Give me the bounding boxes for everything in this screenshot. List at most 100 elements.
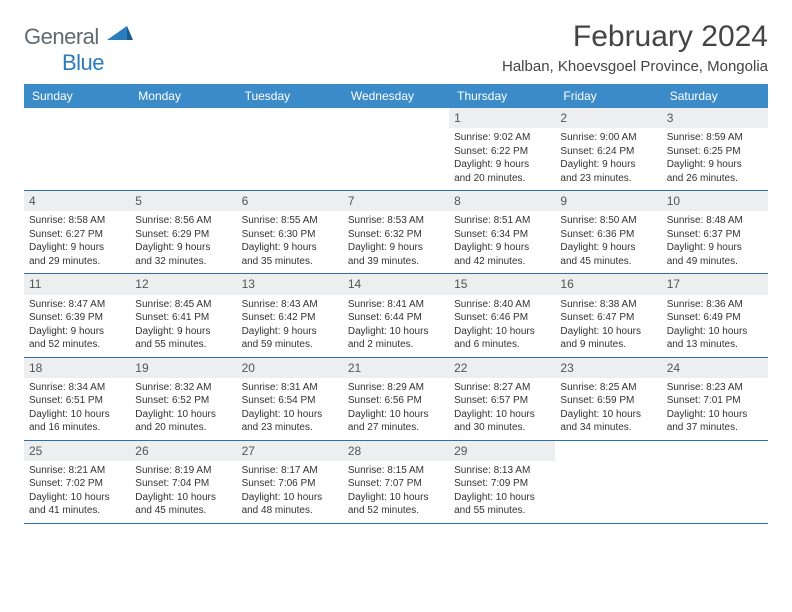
day-info-line: Sunset: 6:24 PM	[560, 145, 656, 159]
day-info: Sunrise: 8:19 AMSunset: 7:04 PMDaylight:…	[135, 464, 231, 518]
day-info-line: Sunset: 6:36 PM	[560, 228, 656, 242]
day-info-line: Daylight: 9 hours	[560, 158, 656, 172]
day-cell: 25 Sunrise: 8:21 AMSunset: 7:02 PMDayligh…	[24, 441, 130, 523]
day-cell: 9Sunrise: 8:50 AMSunset: 6:36 PMDaylight…	[555, 191, 661, 273]
day-info-line: and 2 minutes.	[348, 338, 444, 352]
day-info-line: Sunrise: 8:45 AM	[135, 298, 231, 312]
day-number: 10	[667, 193, 763, 209]
day-info-line: Sunset: 6:47 PM	[560, 311, 656, 325]
day-cell: 17Sunrise: 8:36 AMSunset: 6:49 PMDayligh…	[662, 274, 768, 356]
day-info-line: Sunset: 6:25 PM	[667, 145, 763, 159]
day-info-line: Sunrise: 8:41 AM	[348, 298, 444, 312]
day-cell: 14 Sunrise: 8:41 AMSunset: 6:44 PMDayligh…	[343, 274, 449, 356]
day-info-line: and 35 minutes.	[242, 255, 338, 269]
day-info-line: Daylight: 9 hours	[29, 325, 125, 339]
week-row: 4Sunrise: 8:58 AMSunset: 6:27 PMDaylight…	[24, 191, 768, 274]
day-info-line: Daylight: 9 hours	[242, 241, 338, 255]
day-info: Sunrise: 8:47 AMSunset: 6:39 PMDaylight:…	[29, 298, 125, 352]
day-cell: 29Sunrise: 8:13 AMSunset: 7:09 PMDayligh…	[449, 441, 555, 523]
day-info: Sunrise: 8:25 AMSunset: 6:59 PMDaylight:…	[560, 381, 656, 435]
day-info-line: Sunrise: 8:43 AM	[242, 298, 338, 312]
day-number: 19	[135, 360, 231, 376]
day-info-line: Sunrise: 8:51 AM	[454, 214, 550, 228]
day-info: Sunrise: 8:31 AMSunset: 6:54 PMDaylight:…	[242, 381, 338, 435]
day-info-line: Daylight: 10 hours	[29, 491, 125, 505]
day-info-line: Sunset: 6:59 PM	[560, 394, 656, 408]
week-row: 1 Sunrise: 9:02 AMSunset: 6:22 PMDaylight…	[24, 108, 768, 191]
day-cell: 27Sunrise: 8:17 AMSunset: 7:06 PMDayligh…	[237, 441, 343, 523]
day-info-line: and 32 minutes.	[135, 255, 231, 269]
day-info-line: and 23 minutes.	[560, 172, 656, 186]
day-info: Sunrise: 8:27 AMSunset: 6:57 PMDaylight:…	[454, 381, 550, 435]
day-info: Sunrise: 9:02 AMSunset: 6:22 PMDaylight:…	[454, 131, 550, 185]
week-row: 25 Sunrise: 8:21 AMSunset: 7:02 PMDayligh…	[24, 441, 768, 524]
day-cell: 2 Sunrise: 9:00 AMSunset: 6:24 PMDaylight…	[555, 108, 661, 190]
day-info-line: Daylight: 9 hours	[454, 241, 550, 255]
day-info-line: Sunrise: 8:53 AM	[348, 214, 444, 228]
day-cell: 5Sunrise: 8:56 AMSunset: 6:29 PMDaylight…	[130, 191, 236, 273]
day-header: Sunday	[24, 84, 130, 108]
day-info-line: Sunset: 7:07 PM	[348, 477, 444, 491]
day-info-line: and 30 minutes.	[454, 421, 550, 435]
day-info-line: and 55 minutes.	[454, 504, 550, 518]
day-info-line: Daylight: 9 hours	[454, 158, 550, 172]
day-cell	[662, 441, 768, 523]
day-number: 8	[454, 193, 550, 209]
day-number: 1	[454, 110, 550, 126]
day-info-line: Sunrise: 8:17 AM	[242, 464, 338, 478]
day-info-line: Sunrise: 8:48 AM	[667, 214, 763, 228]
day-number: 25	[29, 443, 125, 459]
day-header-row: SundayMondayTuesdayWednesdayThursdayFrid…	[24, 84, 768, 108]
day-info-line: Daylight: 9 hours	[348, 241, 444, 255]
day-number: 20	[242, 360, 338, 376]
day-header: Thursday	[449, 84, 555, 108]
day-info-line: and 42 minutes.	[454, 255, 550, 269]
day-info: Sunrise: 8:29 AMSunset: 6:56 PMDaylight:…	[348, 381, 444, 435]
day-cell	[343, 108, 449, 190]
day-info-line: and 41 minutes.	[29, 504, 125, 518]
day-info: Sunrise: 8:56 AMSunset: 6:29 PMDaylight:…	[135, 214, 231, 268]
day-number: 14	[348, 276, 444, 292]
logo-text-1: General	[24, 24, 99, 49]
day-info-line: Daylight: 10 hours	[667, 325, 763, 339]
day-header: Tuesday	[237, 84, 343, 108]
day-info-line: Sunrise: 8:13 AM	[454, 464, 550, 478]
day-number: 18	[29, 360, 125, 376]
day-cell: 24Sunrise: 8:23 AMSunset: 7:01 PMDayligh…	[662, 358, 768, 440]
day-number: 11	[29, 276, 125, 292]
day-number: 22	[454, 360, 550, 376]
day-info-line: Sunrise: 9:00 AM	[560, 131, 656, 145]
day-info-line: Daylight: 10 hours	[135, 408, 231, 422]
day-info-line: and 37 minutes.	[667, 421, 763, 435]
day-cell: 23Sunrise: 8:25 AMSunset: 6:59 PMDayligh…	[555, 358, 661, 440]
day-info-line: Sunset: 6:34 PM	[454, 228, 550, 242]
day-info-line: and 29 minutes.	[29, 255, 125, 269]
day-header: Friday	[555, 84, 661, 108]
day-info-line: Sunrise: 8:47 AM	[29, 298, 125, 312]
day-info-line: Sunrise: 8:40 AM	[454, 298, 550, 312]
day-info: Sunrise: 8:41 AMSunset: 6:44 PMDaylight:…	[348, 298, 444, 352]
day-number: 12	[135, 276, 231, 292]
day-info: Sunrise: 8:45 AMSunset: 6:41 PMDaylight:…	[135, 298, 231, 352]
logo-text-2: Blue	[62, 50, 104, 75]
day-info: Sunrise: 8:21 AMSunset: 7:02 PMDaylight:…	[29, 464, 125, 518]
day-number: 4	[29, 193, 125, 209]
day-info-line: and 9 minutes.	[560, 338, 656, 352]
day-cell	[237, 108, 343, 190]
day-info-line: Sunset: 6:22 PM	[454, 145, 550, 159]
day-cell: 4Sunrise: 8:58 AMSunset: 6:27 PMDaylight…	[24, 191, 130, 273]
day-info-line: Sunset: 6:54 PM	[242, 394, 338, 408]
day-info-line: and 59 minutes.	[242, 338, 338, 352]
day-info-line: Daylight: 9 hours	[135, 325, 231, 339]
day-info-line: and 6 minutes.	[454, 338, 550, 352]
day-info-line: Sunrise: 8:31 AM	[242, 381, 338, 395]
week-row: 18Sunrise: 8:34 AMSunset: 6:51 PMDayligh…	[24, 358, 768, 441]
day-info-line: and 20 minutes.	[135, 421, 231, 435]
day-info-line: and 48 minutes.	[242, 504, 338, 518]
day-info-line: Sunrise: 8:23 AM	[667, 381, 763, 395]
day-number: 28	[348, 443, 444, 459]
day-number: 2	[560, 110, 656, 126]
day-info-line: and 39 minutes.	[348, 255, 444, 269]
day-number: 24	[667, 360, 763, 376]
day-info-line: and 16 minutes.	[29, 421, 125, 435]
